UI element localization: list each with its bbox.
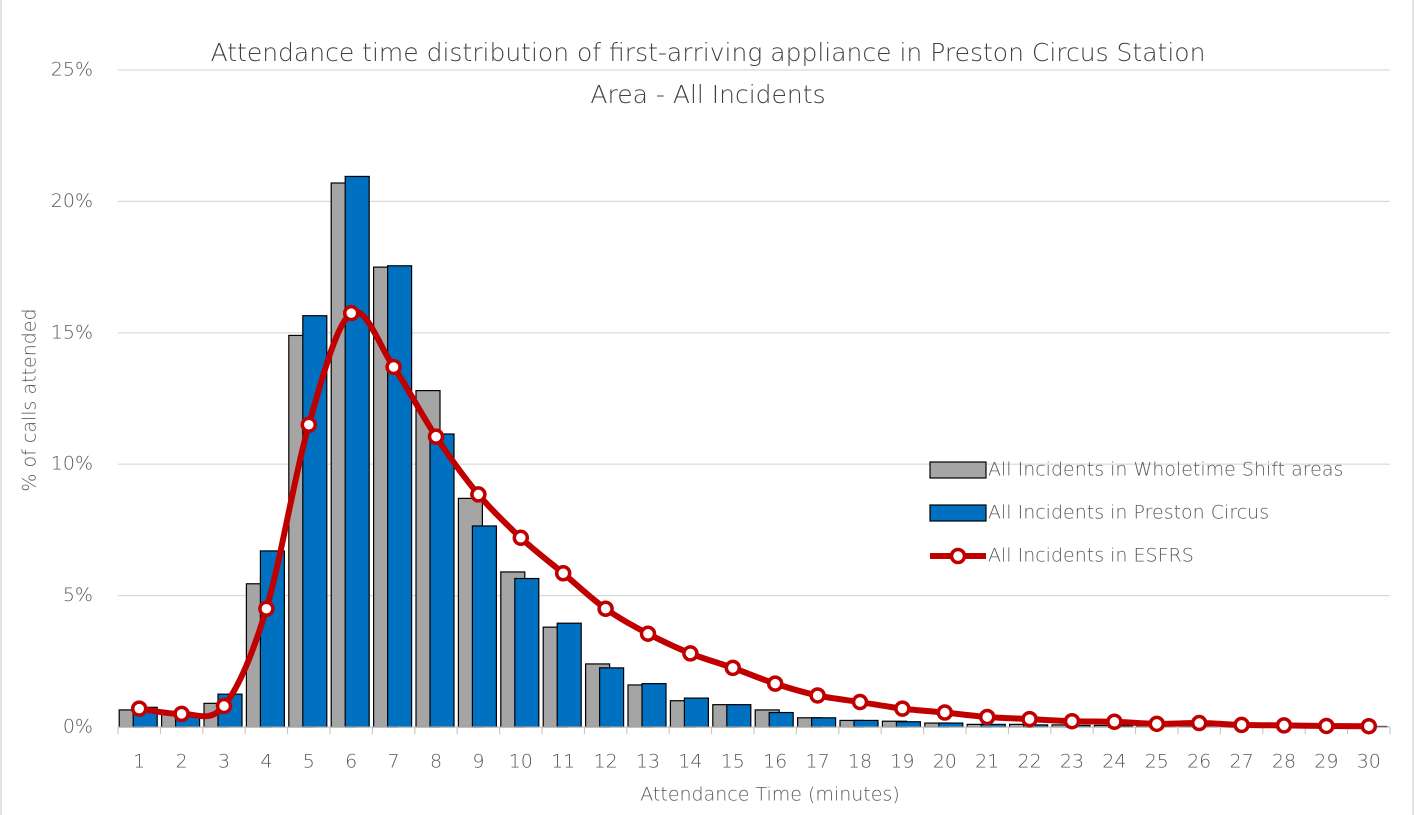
bar <box>556 622 582 728</box>
bar <box>726 704 752 728</box>
marker <box>766 675 784 692</box>
x-tick-label: 23 <box>1060 751 1084 773</box>
bar <box>641 683 667 728</box>
x-axis-label: Attendance Time (minutes) <box>640 784 900 806</box>
marker <box>215 697 233 715</box>
legend-label: All Incidents in Preston Circus <box>988 502 1269 524</box>
bar <box>810 717 837 728</box>
x-tick-label: 24 <box>1102 751 1126 773</box>
legend-swatch <box>929 504 987 522</box>
x-tick-label: 20 <box>933 751 957 773</box>
marker <box>554 565 572 582</box>
marker <box>1318 717 1335 735</box>
bar <box>514 577 540 728</box>
x-tick-label: 10 <box>509 751 533 773</box>
marker <box>427 428 445 445</box>
marker <box>894 700 911 717</box>
marker <box>173 705 190 723</box>
bar <box>387 265 413 728</box>
bar <box>471 525 497 728</box>
x-tick-label: 22 <box>1018 751 1042 773</box>
x-tick-label: 17 <box>806 751 830 773</box>
bar <box>429 433 455 728</box>
chart-title: Area - All Incidents <box>590 80 825 109</box>
x-tick-label: 21 <box>975 751 999 773</box>
marker <box>1021 710 1038 728</box>
bar <box>938 722 964 728</box>
x-tick-label: 28 <box>1272 751 1296 773</box>
y-tick-label: 20% <box>51 190 93 212</box>
marker <box>1190 714 1208 732</box>
legend-label: All Incidents in Wholetime Shift areas <box>988 459 1343 481</box>
x-tick-label: 2 <box>176 751 188 773</box>
x-tick-label: 8 <box>430 751 442 773</box>
chart-title: Attendance time distribution of first-ar… <box>211 38 1206 67</box>
bar <box>895 721 922 728</box>
marker <box>1233 716 1250 734</box>
marker <box>809 687 826 704</box>
y-tick-label: 10% <box>51 453 93 475</box>
bar <box>598 667 625 728</box>
x-tick-label: 18 <box>848 751 872 773</box>
x-tick-label: 15 <box>721 751 745 773</box>
marker <box>385 358 402 376</box>
marker <box>1275 717 1293 734</box>
x-tick-label: 16 <box>763 751 787 773</box>
y-tick-label: 5% <box>63 584 93 606</box>
x-tick-label: 3 <box>218 751 230 773</box>
x-tick-label: 12 <box>594 751 618 773</box>
bar <box>344 175 370 728</box>
marker <box>1063 712 1081 730</box>
bar <box>683 697 710 728</box>
x-tick-label: 29 <box>1314 751 1338 773</box>
marker <box>978 708 996 726</box>
marker <box>300 416 318 434</box>
x-tick-label: 6 <box>345 751 357 773</box>
bar <box>853 719 879 728</box>
x-tick-label: 30 <box>1357 751 1381 773</box>
legend-swatch <box>949 547 967 565</box>
marker <box>512 529 530 547</box>
y-tick-label: 0% <box>63 716 93 738</box>
marker <box>597 600 614 617</box>
x-tick-label: 4 <box>260 751 272 773</box>
x-tick-label: 26 <box>1187 751 1211 773</box>
x-tick-label: 13 <box>636 751 660 773</box>
bar <box>768 711 794 728</box>
x-tick-label: 19 <box>890 751 914 773</box>
x-tick-label: 7 <box>388 751 400 773</box>
x-tick-label: 25 <box>1145 751 1169 773</box>
marker <box>851 693 869 711</box>
legend-swatch <box>929 461 987 479</box>
x-tick-label: 5 <box>303 751 315 773</box>
marker <box>258 600 275 617</box>
marker <box>1106 713 1123 730</box>
y-axis-label: % of calls attended <box>19 308 41 491</box>
y-tick-label: 15% <box>51 321 93 343</box>
marker <box>639 625 657 642</box>
marker <box>342 304 360 322</box>
marker <box>682 645 699 662</box>
legend-label: All Incidents in ESFRS <box>988 545 1194 567</box>
x-tick-label: 27 <box>1230 751 1254 773</box>
marker <box>1148 715 1166 733</box>
marker <box>724 659 742 677</box>
x-tick-label: 1 <box>133 751 145 773</box>
marker <box>936 704 954 721</box>
marker <box>1360 717 1378 735</box>
marker <box>470 486 487 503</box>
x-tick-label: 14 <box>678 751 702 773</box>
x-tick-label: 9 <box>472 751 484 773</box>
y-tick-label: 25% <box>51 59 93 81</box>
x-tick-label: 11 <box>551 751 575 773</box>
marker <box>130 700 148 717</box>
